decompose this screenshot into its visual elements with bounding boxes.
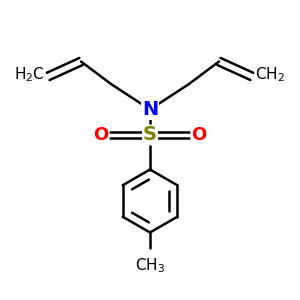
Text: S: S [143, 125, 157, 145]
Text: O: O [94, 126, 109, 144]
Text: N: N [142, 100, 158, 119]
Text: O: O [191, 126, 206, 144]
Text: H: H [34, 68, 45, 82]
Text: H$_2$C: H$_2$C [14, 66, 45, 84]
Text: CH$_3$: CH$_3$ [135, 256, 165, 275]
Text: CH$_2$: CH$_2$ [255, 66, 285, 84]
